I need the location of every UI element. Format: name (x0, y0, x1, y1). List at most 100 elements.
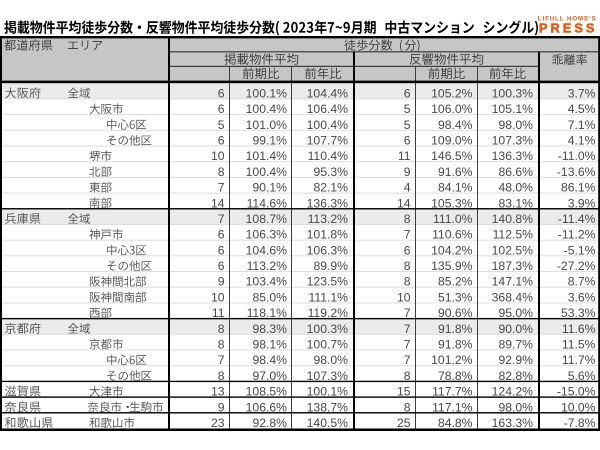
svg-text:135.9%: 135.9% (431, 259, 472, 273)
svg-text:109.0%: 109.0% (431, 133, 472, 147)
svg-text:119.2%: 119.2% (308, 306, 349, 320)
svg-text:113.2%: 113.2% (247, 259, 288, 273)
svg-text:100.1%: 100.1% (307, 385, 348, 399)
svg-text:8.7%: 8.7% (568, 275, 596, 289)
svg-text:23: 23 (211, 416, 225, 430)
svg-text:98.0%: 98.0% (498, 118, 533, 132)
svg-text:108.7%: 108.7% (246, 212, 287, 226)
svg-text:106.4%: 106.4% (307, 102, 348, 116)
svg-text:5: 5 (218, 118, 225, 132)
svg-text:9: 9 (218, 275, 225, 289)
svg-text:7: 7 (404, 353, 411, 367)
svg-text:11: 11 (212, 306, 225, 320)
svg-text:97.0%: 97.0% (252, 369, 287, 383)
svg-text:6: 6 (404, 86, 411, 100)
svg-text:7.1%: 7.1% (568, 118, 596, 132)
svg-text:10: 10 (211, 149, 225, 163)
svg-text:101.8%: 101.8% (307, 228, 348, 242)
svg-text:100.4%: 100.4% (246, 165, 287, 179)
svg-text:100.3%: 100.3% (307, 322, 348, 336)
svg-text:91.8%: 91.8% (438, 322, 473, 336)
svg-text:10: 10 (397, 290, 411, 304)
svg-text:110.4%: 110.4% (308, 149, 349, 163)
svg-text:14: 14 (397, 196, 411, 210)
svg-text:112.5%: 112.5% (493, 228, 534, 242)
svg-text:104.4%: 104.4% (307, 86, 348, 100)
svg-text:95.3%: 95.3% (313, 165, 348, 179)
svg-text:48.0%: 48.0% (498, 181, 533, 195)
svg-text:91.6%: 91.6% (438, 165, 473, 179)
svg-text:8: 8 (404, 275, 411, 289)
svg-text:-11.4%: -11.4% (558, 212, 596, 226)
svg-text:117.7%: 117.7% (432, 385, 473, 399)
svg-text:7: 7 (218, 212, 225, 226)
svg-text:107.3%: 107.3% (307, 369, 348, 383)
svg-text:11: 11 (398, 149, 411, 163)
svg-text:6: 6 (404, 133, 411, 147)
svg-text:8: 8 (218, 338, 225, 352)
svg-text:98.1%: 98.1% (252, 338, 287, 352)
svg-text:92.9%: 92.9% (498, 353, 533, 367)
svg-text:-11.2%: -11.2% (558, 228, 596, 242)
svg-text:-5.1%: -5.1% (564, 243, 596, 257)
svg-text:108.5%: 108.5% (246, 385, 287, 399)
svg-text:78.8%: 78.8% (438, 369, 473, 383)
svg-text:163.3%: 163.3% (492, 416, 533, 430)
svg-text:3.6%: 3.6% (568, 290, 596, 304)
svg-text:-15.0%: -15.0% (557, 385, 596, 399)
svg-text:83.1%: 83.1% (498, 196, 533, 210)
svg-text:102.5%: 102.5% (492, 243, 533, 257)
svg-text:7: 7 (404, 322, 411, 336)
svg-text:117.1%: 117.1% (432, 400, 473, 414)
svg-text:15: 15 (397, 385, 411, 399)
svg-text:11.5%: 11.5% (562, 338, 596, 352)
svg-text:8: 8 (404, 212, 411, 226)
svg-text:82.8%: 82.8% (498, 369, 533, 383)
svg-text:99.1%: 99.1% (252, 133, 287, 147)
svg-text:146.5%: 146.5% (431, 149, 472, 163)
svg-text:-11.0%: -11.0% (558, 149, 596, 163)
svg-text:3.9%: 3.9% (568, 196, 596, 210)
svg-text:9: 9 (404, 165, 411, 179)
svg-text:PRESS: PRESS (539, 20, 598, 35)
svg-text:106.0%: 106.0% (431, 102, 472, 116)
svg-text:7: 7 (404, 228, 411, 242)
svg-text:100.7%: 100.7% (307, 338, 348, 352)
svg-text:8: 8 (404, 369, 411, 383)
svg-text:111.0%: 111.0% (433, 212, 473, 226)
svg-text:118.1%: 118.1% (247, 306, 288, 320)
svg-text:89.7%: 89.7% (498, 338, 533, 352)
svg-text:140.5%: 140.5% (307, 416, 348, 430)
svg-text:98.0%: 98.0% (313, 353, 348, 367)
svg-text:98.4%: 98.4% (252, 353, 287, 367)
svg-text:101.2%: 101.2% (431, 353, 472, 367)
svg-text:111.1%: 111.1% (308, 290, 348, 304)
svg-text:6: 6 (218, 243, 225, 257)
svg-text:8: 8 (218, 322, 225, 336)
svg-text:86.6%: 86.6% (498, 165, 533, 179)
svg-text:100.3%: 100.3% (492, 86, 533, 100)
svg-text:11.6%: 11.6% (562, 322, 596, 336)
svg-text:98.0%: 98.0% (498, 400, 533, 414)
svg-text:-7.8%: -7.8% (564, 416, 596, 430)
svg-text:100.4%: 100.4% (307, 118, 348, 132)
svg-text:4.1%: 4.1% (568, 133, 596, 147)
svg-text:106.3%: 106.3% (246, 228, 287, 242)
svg-text:107.3%: 107.3% (492, 133, 533, 147)
svg-text:136.3%: 136.3% (307, 196, 348, 210)
svg-text:105.1%: 105.1% (492, 102, 533, 116)
svg-text:136.3%: 136.3% (492, 149, 533, 163)
svg-text:53.3%: 53.3% (561, 306, 596, 320)
svg-text:101.0%: 101.0% (246, 118, 287, 132)
svg-text:6: 6 (218, 86, 225, 100)
svg-text:7: 7 (404, 306, 411, 320)
svg-text:8: 8 (404, 400, 411, 414)
svg-text:10.0%: 10.0% (561, 400, 596, 414)
svg-text:100.1%: 100.1% (246, 86, 287, 100)
svg-text:101.4%: 101.4% (246, 149, 287, 163)
svg-text:104.6%: 104.6% (246, 243, 287, 257)
svg-text:LIFULL HOME'S: LIFULL HOME'S (538, 15, 597, 22)
svg-text:13: 13 (211, 385, 225, 399)
svg-text:114.6%: 114.6% (247, 196, 288, 210)
svg-text:105.3%: 105.3% (431, 196, 472, 210)
